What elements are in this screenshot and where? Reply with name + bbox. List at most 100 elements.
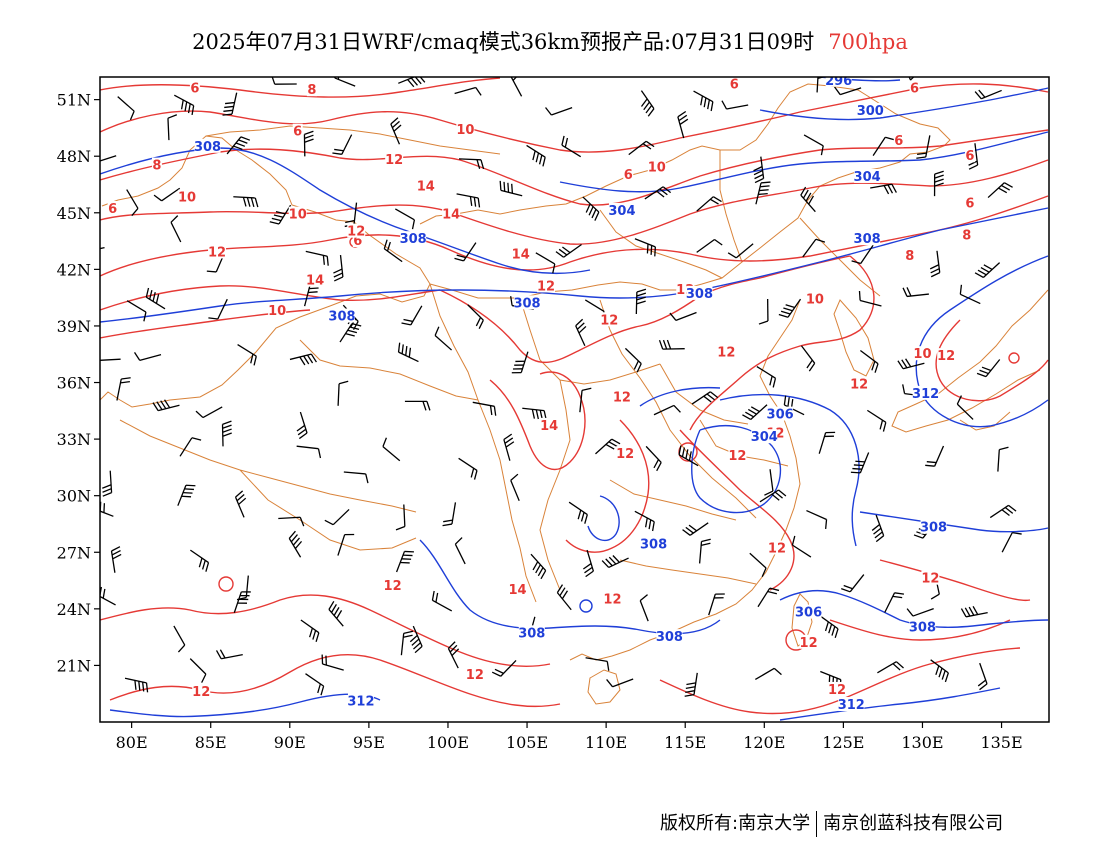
- wind-barb: [818, 431, 836, 454]
- wind-barb: [791, 535, 812, 558]
- label-bg: [640, 536, 667, 551]
- wind-barb: [110, 546, 122, 573]
- wind-barb: [526, 144, 546, 167]
- y-tick-label: 24N: [57, 600, 91, 619]
- label-bg: [728, 448, 747, 463]
- wind-barb: [684, 672, 698, 697]
- wind-barb: [555, 243, 582, 258]
- wind-barb: [858, 290, 882, 307]
- wind-barb: [727, 243, 754, 259]
- wind-barb: [561, 135, 582, 158]
- wind-barb: [324, 508, 350, 526]
- wind-barb: [503, 433, 515, 461]
- wind-barb: [930, 659, 949, 683]
- label-bg: [909, 80, 920, 95]
- isotherm-line: [689, 255, 875, 431]
- height-line: [779, 687, 1001, 721]
- contour-label: 12: [616, 447, 634, 462]
- contour-label: 308: [686, 287, 713, 302]
- contour-label: 14: [442, 208, 460, 223]
- wind-barb: [343, 471, 369, 484]
- label-bg: [603, 591, 622, 606]
- y-tick-label: 21N: [57, 656, 91, 675]
- label-bg: [767, 406, 794, 421]
- wind-barb: [431, 590, 453, 612]
- contour-label: 12: [937, 349, 955, 364]
- wind-barb: [395, 504, 406, 531]
- contour-label: 6: [190, 81, 199, 96]
- contour-label: 308: [400, 232, 427, 247]
- isotherm-line: [489, 371, 586, 471]
- wind-barb: [902, 287, 929, 298]
- wind-barb: [859, 350, 879, 373]
- isotherm-contours: [100, 77, 1049, 715]
- contour-label: 6: [894, 134, 903, 149]
- wind-barb: [454, 537, 466, 565]
- wind-barb: [989, 504, 1017, 519]
- contour-label: 304: [608, 204, 635, 219]
- isotherm-line: [565, 419, 650, 553]
- x-tick-label: 85E: [195, 733, 227, 752]
- height-labels: 296 300 304 304 304 306 308 308 308 308 308 308 308 3…: [194, 77, 947, 713]
- contour-label: 312: [912, 387, 939, 402]
- map-frame: [99, 76, 1050, 723]
- isotherm-line: [100, 77, 501, 98]
- wind-barb: [271, 77, 297, 85]
- wind-barb: [195, 406, 223, 419]
- isotherm-line: [109, 654, 561, 708]
- contour-label: 12: [385, 153, 403, 168]
- contour-label: 12: [384, 579, 402, 594]
- wind-barb: [300, 619, 320, 642]
- wind-barb: [153, 187, 181, 202]
- wind-barb: [145, 287, 166, 310]
- contour-label: 12: [768, 541, 786, 556]
- label-bg: [893, 133, 904, 148]
- isotherm-line: [100, 159, 1049, 245]
- label-bg: [805, 291, 824, 306]
- wind-barb: [467, 304, 484, 329]
- wind-barb: [332, 134, 353, 155]
- wind-barb: [117, 96, 135, 121]
- wind-barb: [708, 593, 725, 616]
- contour-label: 312: [838, 698, 865, 713]
- height-line: [859, 511, 1049, 533]
- label-bg: [854, 231, 881, 246]
- label-bg: [383, 578, 402, 593]
- wind-barb: [778, 298, 802, 318]
- x-tick-label: 130E: [901, 733, 943, 752]
- label-bg: [920, 519, 947, 534]
- label-bg: [961, 227, 972, 242]
- wind-barb: [759, 489, 787, 503]
- wind-barb: [394, 208, 416, 230]
- label-bg: [838, 697, 865, 712]
- wind-barb: [606, 678, 634, 688]
- contour-label: 14: [509, 583, 527, 598]
- label-bg: [306, 82, 317, 97]
- height-closed: [579, 599, 593, 613]
- isotherm-line: [100, 129, 1049, 206]
- wind-barb: [925, 445, 945, 467]
- wind-barb: [179, 437, 202, 457]
- wind-barb: [678, 445, 699, 467]
- contour-label: 10: [913, 347, 931, 362]
- label-bg: [518, 625, 545, 640]
- contour-label: 308: [328, 310, 355, 325]
- wind-barb: [677, 110, 689, 139]
- wind-barb: [850, 452, 870, 474]
- wind-barb: [126, 189, 139, 217]
- wind-barb: [960, 605, 988, 618]
- label-bg: [767, 540, 786, 555]
- wind-barb: [226, 136, 251, 155]
- label-bg: [208, 244, 227, 259]
- y-tick-label: 39N: [57, 317, 91, 336]
- wind-barb: [395, 550, 414, 573]
- wind-barb: [871, 514, 885, 543]
- wind-barb: [693, 90, 714, 112]
- label-bg: [850, 376, 869, 391]
- wind-barb: [757, 587, 780, 608]
- wind-barb: [269, 204, 292, 225]
- wind-barb: [669, 311, 697, 322]
- wind-barb: [510, 473, 520, 501]
- wind-barb: [624, 347, 642, 373]
- wind-barb: [454, 86, 482, 96]
